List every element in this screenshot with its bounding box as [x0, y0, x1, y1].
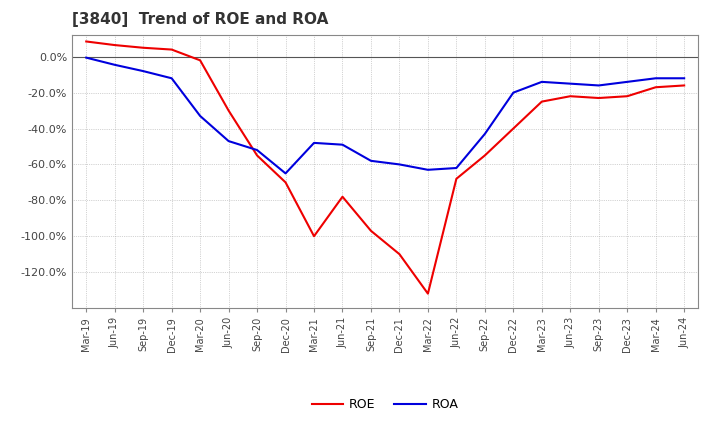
- ROA: [623, 79, 631, 84]
- ROE: [652, 84, 660, 90]
- ROE: [595, 95, 603, 101]
- ROA: [652, 76, 660, 81]
- ROA: [167, 76, 176, 81]
- ROE: [680, 83, 688, 88]
- ROA: [196, 114, 204, 119]
- ROA: [423, 167, 432, 172]
- ROE: [110, 42, 119, 48]
- Line: ROE: ROE: [86, 41, 684, 293]
- ROE: [452, 176, 461, 181]
- ROA: [366, 158, 375, 164]
- ROA: [680, 76, 688, 81]
- ROA: [110, 62, 119, 67]
- ROE: [537, 99, 546, 104]
- ROA: [253, 147, 261, 153]
- ROA: [82, 55, 91, 60]
- ROA: [139, 69, 148, 74]
- ROE: [338, 194, 347, 199]
- ROE: [82, 39, 91, 44]
- ROE: [623, 94, 631, 99]
- Line: ROA: ROA: [86, 58, 684, 173]
- ROA: [480, 131, 489, 136]
- ROE: [366, 228, 375, 234]
- ROA: [537, 79, 546, 84]
- ROE: [139, 45, 148, 51]
- ROA: [452, 165, 461, 171]
- ROA: [595, 83, 603, 88]
- ROE: [509, 126, 518, 131]
- ROA: [310, 140, 318, 146]
- ROE: [225, 108, 233, 113]
- ROA: [225, 139, 233, 144]
- ROA: [566, 81, 575, 86]
- ROA: [338, 142, 347, 147]
- Text: [3840]  Trend of ROE and ROA: [3840] Trend of ROE and ROA: [72, 12, 328, 27]
- ROE: [196, 58, 204, 63]
- ROE: [253, 153, 261, 158]
- ROE: [395, 252, 404, 257]
- ROE: [480, 153, 489, 158]
- ROE: [282, 180, 290, 185]
- ROA: [509, 90, 518, 95]
- Legend: ROE, ROA: ROE, ROA: [307, 393, 464, 416]
- ROE: [423, 291, 432, 296]
- ROA: [395, 162, 404, 167]
- ROE: [566, 94, 575, 99]
- ROA: [282, 171, 290, 176]
- ROE: [310, 234, 318, 239]
- ROE: [167, 47, 176, 52]
